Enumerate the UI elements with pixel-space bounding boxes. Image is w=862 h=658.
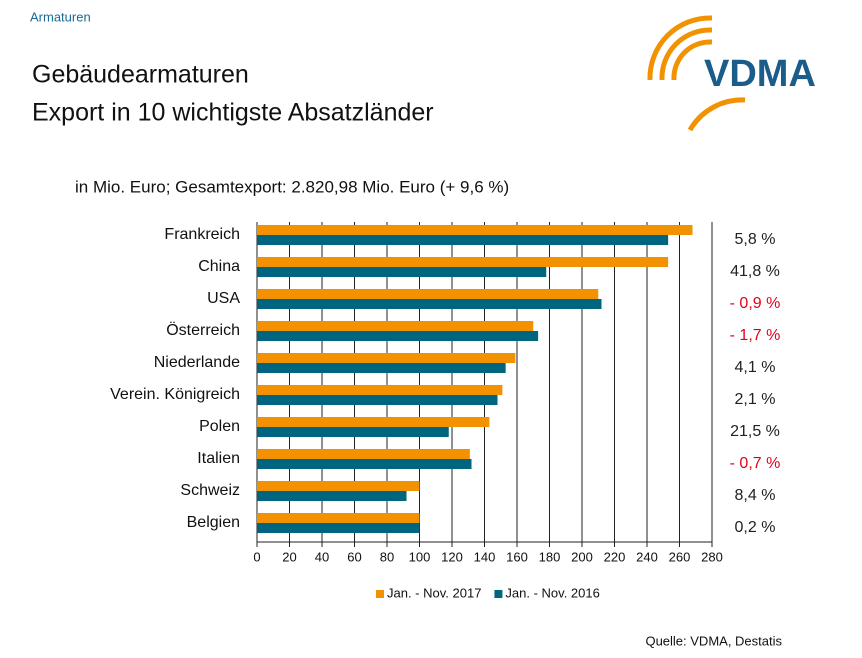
x-tick-label: 40 <box>315 549 329 564</box>
bar <box>257 267 547 277</box>
x-tick-label: 220 <box>604 549 626 564</box>
legend-swatch <box>376 590 384 598</box>
source: Quelle: VDMA, Destatis <box>645 633 782 648</box>
y-tick-label: Österreich <box>166 321 240 339</box>
y-tick-label: USA <box>207 290 240 307</box>
x-tick-label: 0 <box>253 549 260 564</box>
change-label: 41,8 % <box>730 263 780 280</box>
legend-label: Jan. - Nov. 2017 <box>387 585 481 600</box>
bar <box>257 523 420 533</box>
bar <box>257 513 420 523</box>
change-label: 21,5 % <box>730 423 780 440</box>
x-tick-label: 120 <box>441 549 463 564</box>
x-tick-label: 160 <box>506 549 528 564</box>
bar <box>257 289 599 299</box>
change-label: 2,1 % <box>735 391 776 408</box>
bar <box>257 481 420 491</box>
bar <box>257 417 490 427</box>
y-tick-label: Niederlande <box>154 354 240 371</box>
legend-label: Jan. - Nov. 2016 <box>505 585 599 600</box>
x-tick-label: 140 <box>474 549 496 564</box>
bar <box>257 353 516 363</box>
section-label: Armaturen <box>30 9 91 24</box>
y-tick-label: Polen <box>199 418 240 435</box>
x-tick-label: 100 <box>409 549 431 564</box>
bar <box>257 321 534 331</box>
y-tick-label: Italien <box>197 450 240 467</box>
legend-swatch <box>494 590 503 598</box>
y-tick-label: Verein. Königreich <box>110 386 240 403</box>
x-tick-label: 20 <box>282 549 296 564</box>
chart-title: Gebäudearmaturen <box>32 61 249 89</box>
bar <box>257 331 539 341</box>
chart-title: Export in 10 wichtigste Absatzländer <box>32 99 434 127</box>
x-tick-label: 60 <box>347 549 361 564</box>
change-label: - 1,7 % <box>730 327 781 344</box>
bar <box>257 459 472 469</box>
change-label: - 0,7 % <box>730 455 781 472</box>
bar <box>257 385 503 395</box>
bar <box>257 235 669 245</box>
x-tick-label: 80 <box>380 549 394 564</box>
x-tick-label: 280 <box>701 549 723 564</box>
x-tick-label: 260 <box>669 549 691 564</box>
change-label: 4,1 % <box>735 359 776 376</box>
change-label: 0,2 % <box>735 519 776 536</box>
logo-arcs <box>647 15 746 132</box>
change-label: 5,8 % <box>735 231 776 248</box>
bar <box>257 225 693 235</box>
y-tick-label: China <box>198 258 240 275</box>
y-tick-label: Frankreich <box>164 226 240 243</box>
x-tick-label: 180 <box>539 549 561 564</box>
y-tick-label: Schweiz <box>180 482 240 499</box>
bar <box>257 449 470 459</box>
x-tick-label: 200 <box>571 549 593 564</box>
bar <box>257 299 602 309</box>
chart-subtitle: in Mio. Euro; Gesamtexport: 2.820,98 Mio… <box>75 177 509 196</box>
logo: VDMA <box>704 53 816 95</box>
bar <box>257 491 407 501</box>
x-tick-label: 240 <box>636 549 658 564</box>
bar <box>257 395 498 405</box>
bar <box>257 363 506 373</box>
y-tick-label: Belgien <box>187 514 240 531</box>
bar <box>257 257 669 267</box>
change-label: 8,4 % <box>735 487 776 504</box>
bar <box>257 427 449 437</box>
change-label: - 0,9 % <box>730 295 781 312</box>
